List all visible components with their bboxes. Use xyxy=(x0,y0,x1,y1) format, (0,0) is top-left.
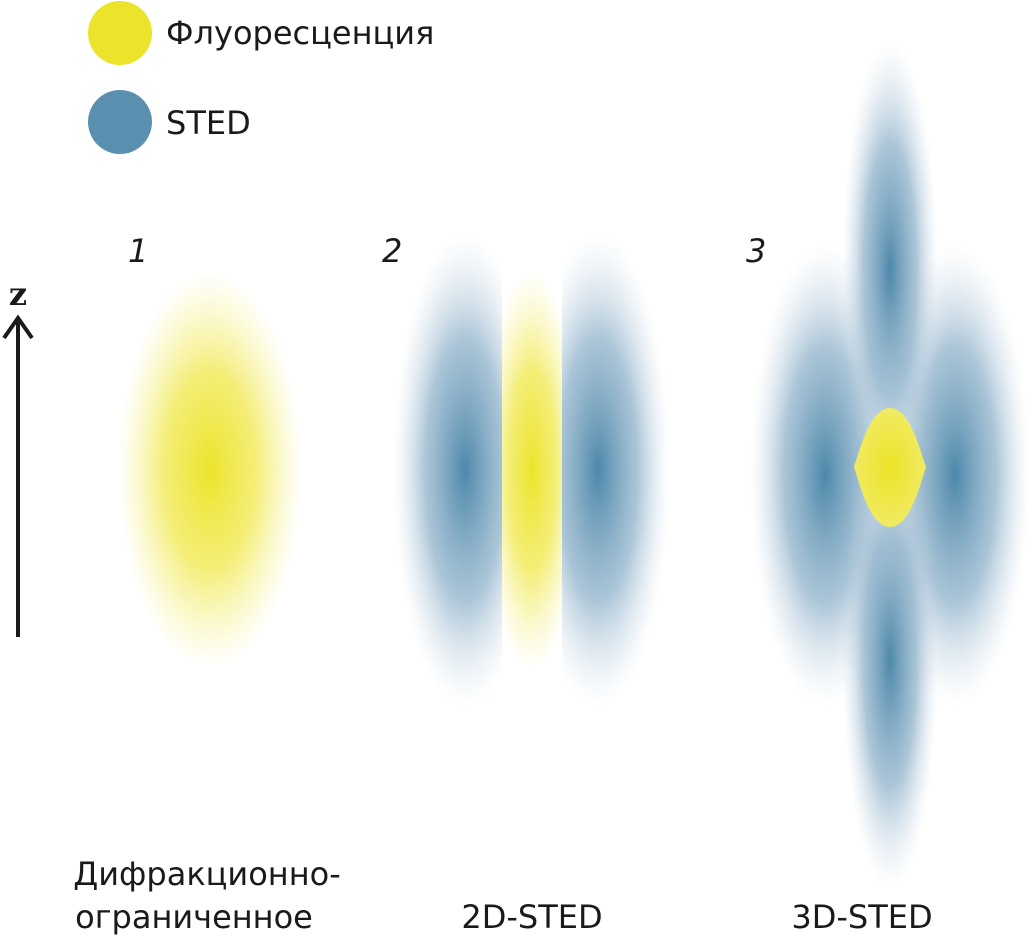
legend-sted-swatch xyxy=(88,90,152,154)
z-axis-label: z xyxy=(9,275,27,313)
fluorescence-spot-2d xyxy=(502,270,562,670)
panel-1-caption-line1: Дифракционно- xyxy=(73,855,341,893)
fluorescence-spot-diffraction xyxy=(118,272,302,668)
legend-fluorescence-swatch xyxy=(88,1,152,65)
panel-2-number: 2 xyxy=(382,232,402,270)
arrow-up-icon xyxy=(2,314,34,637)
legend-sted-label: STED xyxy=(166,104,251,142)
panel-3-caption: 3D-STED xyxy=(791,898,932,936)
sted-lobe-top-3d xyxy=(842,40,938,500)
panel-2-caption: 2D-STED xyxy=(461,898,602,936)
sted-lobe-left xyxy=(393,232,502,708)
sted-lobe-bottom-3d xyxy=(842,430,938,890)
panel-3-number: 3 xyxy=(746,232,766,270)
fluorescence-spot-3d xyxy=(854,408,926,527)
sted-lobe-right xyxy=(562,232,670,708)
panel-1-caption-line2: ограниченное xyxy=(75,898,313,936)
panel-1-number: 1 xyxy=(128,232,148,270)
legend-fluorescence-label: Флуоресценция xyxy=(166,14,434,52)
